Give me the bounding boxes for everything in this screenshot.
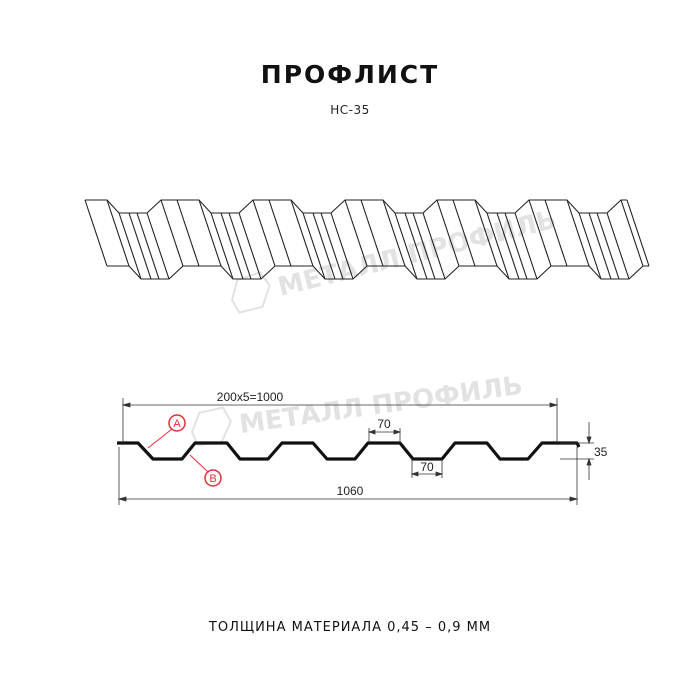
sheet-fold-line: [176, 199, 200, 267]
sheet-fold-line: [360, 199, 384, 267]
sheet-fold-line: [394, 212, 418, 280]
bottom-flat-dimension: 70: [420, 460, 434, 474]
sheet-fold-line: [198, 199, 222, 267]
sheet-stiffener-line: [496, 212, 520, 280]
sheet-fold-line: [268, 199, 292, 267]
watermark-bottom: МЕТАЛЛ ПРОФИЛЬ: [190, 371, 524, 447]
sheet-fold-line: [544, 199, 568, 267]
sheet-fold-line: [106, 199, 130, 267]
sheet-stiffener-line: [228, 212, 252, 280]
sheet-fold-line: [436, 199, 460, 267]
sheet-fold-line: [302, 212, 326, 280]
sheet-fold-line: [382, 199, 406, 267]
logo-icon: [230, 271, 271, 314]
sheet-stiffener-line: [128, 212, 152, 280]
pitch-dimension: 200x5=1000: [217, 390, 284, 404]
dimension-lines: [117, 398, 594, 505]
material-thickness-note: ТОЛЩИНА МАТЕРИАЛА 0,45 – 0,9 ММ: [208, 620, 492, 635]
sheet-stiffener-line: [320, 212, 344, 280]
page-title: ПРОФЛИСТ: [260, 60, 440, 89]
sheet-stiffener-line: [404, 212, 428, 280]
sheet-stiffener-line: [588, 212, 612, 280]
sheet-fold-line: [486, 212, 510, 280]
sheet-stiffener-line: [136, 212, 160, 280]
svg-text:B: B: [209, 473, 216, 485]
sheet-fold-line: [84, 199, 108, 267]
sheet-fold-line: [528, 199, 552, 267]
total-width-dimension: 1060: [337, 484, 364, 498]
sheet-fold-line: [290, 199, 314, 267]
svg-text:A: A: [173, 418, 181, 430]
perspective-sheet: [84, 199, 650, 280]
callout-a: A: [147, 414, 186, 449]
section-profile: [117, 441, 581, 461]
sheet-fold-line: [344, 199, 368, 267]
sheet-fold-line: [118, 212, 142, 280]
sheet-fold-line: [422, 212, 446, 280]
sheet-fold-line: [606, 212, 630, 280]
sheet-fold-line: [210, 212, 234, 280]
callout-b: B: [189, 454, 222, 487]
sheet-fold-line: [578, 212, 602, 280]
sheet-fold-line: [452, 199, 476, 267]
sheet-fold-line: [160, 199, 184, 267]
sheet-stiffener-line: [412, 212, 436, 280]
sheet-stiffener-line: [312, 212, 336, 280]
sheet-stiffener-line: [220, 212, 244, 280]
sheet-fold-line: [514, 212, 538, 280]
height-dimension: 35: [594, 445, 608, 459]
sheet-fold-line: [626, 199, 650, 267]
profile-model: НС-35: [330, 103, 370, 117]
top-flat-dimension: 70: [377, 417, 391, 431]
sheet-fold-line: [566, 199, 590, 267]
sheet-fold-line: [146, 212, 170, 280]
watermark-top: МЕТАЛЛ ПРОФИЛЬ: [230, 205, 559, 314]
sheet-stiffener-line: [504, 212, 528, 280]
sheet-fold-line: [474, 199, 498, 267]
sheet-stiffener-line: [596, 212, 620, 280]
sheet-fold-line: [620, 199, 644, 267]
sheet-fold-line: [330, 212, 354, 280]
sheet-fold-line: [238, 212, 262, 280]
sheet-fold-line: [252, 199, 276, 267]
logo-icon: [190, 406, 233, 447]
